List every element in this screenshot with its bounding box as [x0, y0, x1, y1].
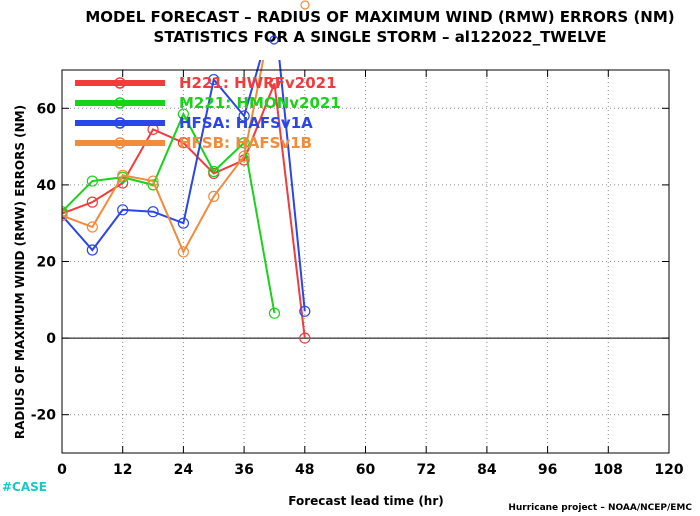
- data-point-marker: [269, 0, 279, 8]
- data-point-marker: [147, 179, 159, 191]
- legend-entry: HFSB: HAFSv1B: [179, 134, 312, 152]
- x-tick-label: 48: [295, 462, 314, 478]
- data-series: [62, 0, 311, 344]
- data-point-marker: [208, 165, 220, 178]
- data-point-marker: [86, 196, 98, 208]
- chart-title-line1: MODEL FORECAST – RADIUS OF MAXIMUM WIND …: [85, 8, 674, 26]
- data-point-marker: [238, 110, 250, 122]
- data-point-marker: [208, 190, 220, 202]
- data-point-marker: [62, 209, 68, 222]
- data-point-marker: [177, 246, 189, 258]
- x-tick-label: 0: [57, 462, 67, 478]
- data-point-marker: [177, 108, 189, 120]
- legend-marker: [114, 77, 126, 89]
- data-point-marker: [86, 221, 98, 233]
- x-tick-label: 120: [654, 462, 683, 478]
- x-tick-label: 24: [174, 462, 194, 478]
- x-axis-label: Forecast lead time (hr): [288, 494, 444, 508]
- x-tick-label: 12: [113, 462, 132, 478]
- data-point-marker: [299, 332, 311, 344]
- credit-text: Hurricane project – NOAA/NCEP/EMC: [508, 503, 692, 512]
- series-line: [62, 60, 265, 255]
- data-point-marker: [208, 73, 220, 86]
- series-3: [62, 60, 311, 317]
- data-point-marker: [117, 204, 129, 216]
- legend: H221: HWRFv2021 M221: HMONv2021 HFSA: HAFS…: [75, 0, 341, 152]
- series-2: [62, 108, 281, 319]
- y-axis-label: RADIUS OF MAXIMUM WIND (RMW) ERRORS (NM): [13, 105, 27, 439]
- axis-ticks: 0 12 24 36 48 60 72 84 96 108 120 -20 0 20 40 60: [31, 70, 684, 478]
- series-4: [62, 0, 279, 258]
- legend-marker: [114, 117, 126, 129]
- y-tick-label: 40: [37, 178, 57, 194]
- y-tick-label: 20: [37, 255, 57, 271]
- data-point-marker: [177, 217, 189, 229]
- data-point-marker: [147, 175, 159, 187]
- x-tick-label: 96: [538, 462, 557, 478]
- data-point-marker: [86, 244, 98, 256]
- offscale-marker: [269, 35, 279, 45]
- y-tick-label: 60: [37, 101, 57, 117]
- y-tick-label: 0: [46, 331, 56, 347]
- y-tick-label: -20: [31, 408, 57, 424]
- data-point-marker: [62, 206, 68, 218]
- data-point-marker: [117, 169, 129, 181]
- data-point-marker: [238, 137, 250, 149]
- legend-marker: [114, 97, 126, 109]
- x-tick-label: 72: [416, 462, 435, 478]
- data-point-marker: [147, 206, 159, 218]
- series-line: [62, 60, 306, 312]
- series-line: [62, 83, 306, 339]
- x-tick-label: 108: [594, 462, 623, 478]
- data-point-marker: [268, 77, 281, 90]
- grid-lines: [61, 70, 670, 453]
- x-tick-label: 60: [356, 462, 376, 478]
- data-point-marker: [177, 137, 189, 149]
- x-tick-label: 84: [477, 462, 497, 478]
- legend-entry: H221: HWRFv2021: [179, 74, 337, 92]
- x-tick-label: 36: [234, 462, 253, 478]
- data-point-marker: [86, 175, 98, 187]
- legend-entry: HFSA: HAFSv1A: [179, 114, 313, 132]
- data-point-marker: [268, 307, 281, 319]
- case-label: #CASE: [2, 480, 47, 494]
- offscale-marker: [300, 0, 310, 10]
- plot-frame: [61, 69, 670, 454]
- legend-entry: M221: HMONv2021: [179, 94, 341, 112]
- chart-title-line2: STATISTICS FOR A SINGLE STORM – al122022…: [154, 28, 607, 46]
- data-point-marker: [299, 305, 311, 317]
- legend-marker: [114, 137, 126, 149]
- data-point-marker: [238, 150, 250, 162]
